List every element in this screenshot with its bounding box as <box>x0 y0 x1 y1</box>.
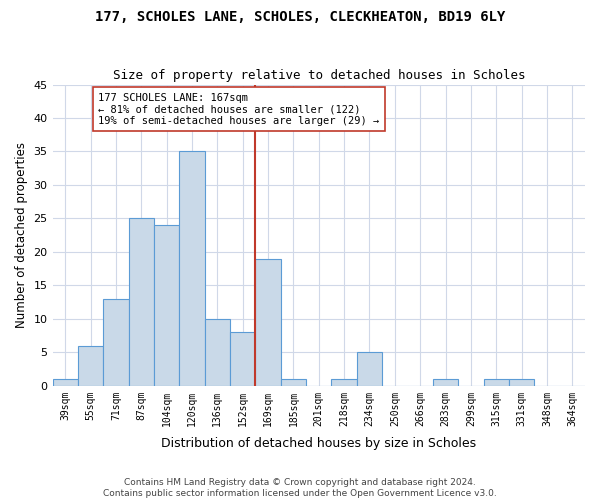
Bar <box>78 346 103 386</box>
Bar <box>230 332 256 386</box>
Bar <box>205 319 230 386</box>
Text: 177 SCHOLES LANE: 167sqm
← 81% of detached houses are smaller (122)
19% of semi-: 177 SCHOLES LANE: 167sqm ← 81% of detach… <box>98 92 379 126</box>
X-axis label: Distribution of detached houses by size in Scholes: Distribution of detached houses by size … <box>161 437 476 450</box>
Bar <box>128 218 154 386</box>
Bar <box>179 152 205 386</box>
Bar <box>509 379 534 386</box>
Bar <box>53 379 78 386</box>
Bar <box>357 352 382 386</box>
Bar <box>484 379 509 386</box>
Title: Size of property relative to detached houses in Scholes: Size of property relative to detached ho… <box>113 69 525 82</box>
Bar <box>256 258 281 386</box>
Bar <box>103 299 128 386</box>
Bar <box>331 379 357 386</box>
Bar <box>433 379 458 386</box>
Y-axis label: Number of detached properties: Number of detached properties <box>15 142 28 328</box>
Bar <box>281 379 306 386</box>
Text: Contains HM Land Registry data © Crown copyright and database right 2024.
Contai: Contains HM Land Registry data © Crown c… <box>103 478 497 498</box>
Bar <box>154 225 179 386</box>
Text: 177, SCHOLES LANE, SCHOLES, CLECKHEATON, BD19 6LY: 177, SCHOLES LANE, SCHOLES, CLECKHEATON,… <box>95 10 505 24</box>
